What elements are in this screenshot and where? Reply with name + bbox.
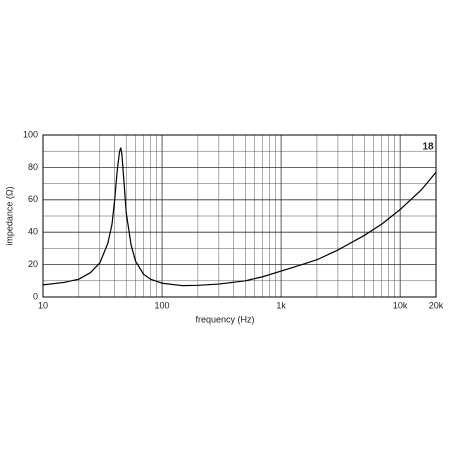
impedance-curve [42,147,437,287]
y-axis-label: impedance (Ω) [4,186,14,245]
y-tick-label: 40 [28,227,38,237]
x-tick-label: 10k [393,300,408,310]
x-axis-label: frequency (Hz) [195,314,254,324]
x-tick-label: 20k [429,300,444,310]
x-tick-label: 10 [38,300,48,310]
plot-frame [42,134,437,298]
y-tick-label: 60 [28,194,38,204]
y-tick-label: 0 [33,291,38,301]
y-tick-label: 80 [28,162,38,172]
y-tick-label: 100 [23,129,38,139]
y-tick-label: 20 [28,259,38,269]
logo: 18 [422,142,434,153]
x-tick-label: 1k [276,300,286,310]
x-tick-label: 100 [155,300,170,310]
